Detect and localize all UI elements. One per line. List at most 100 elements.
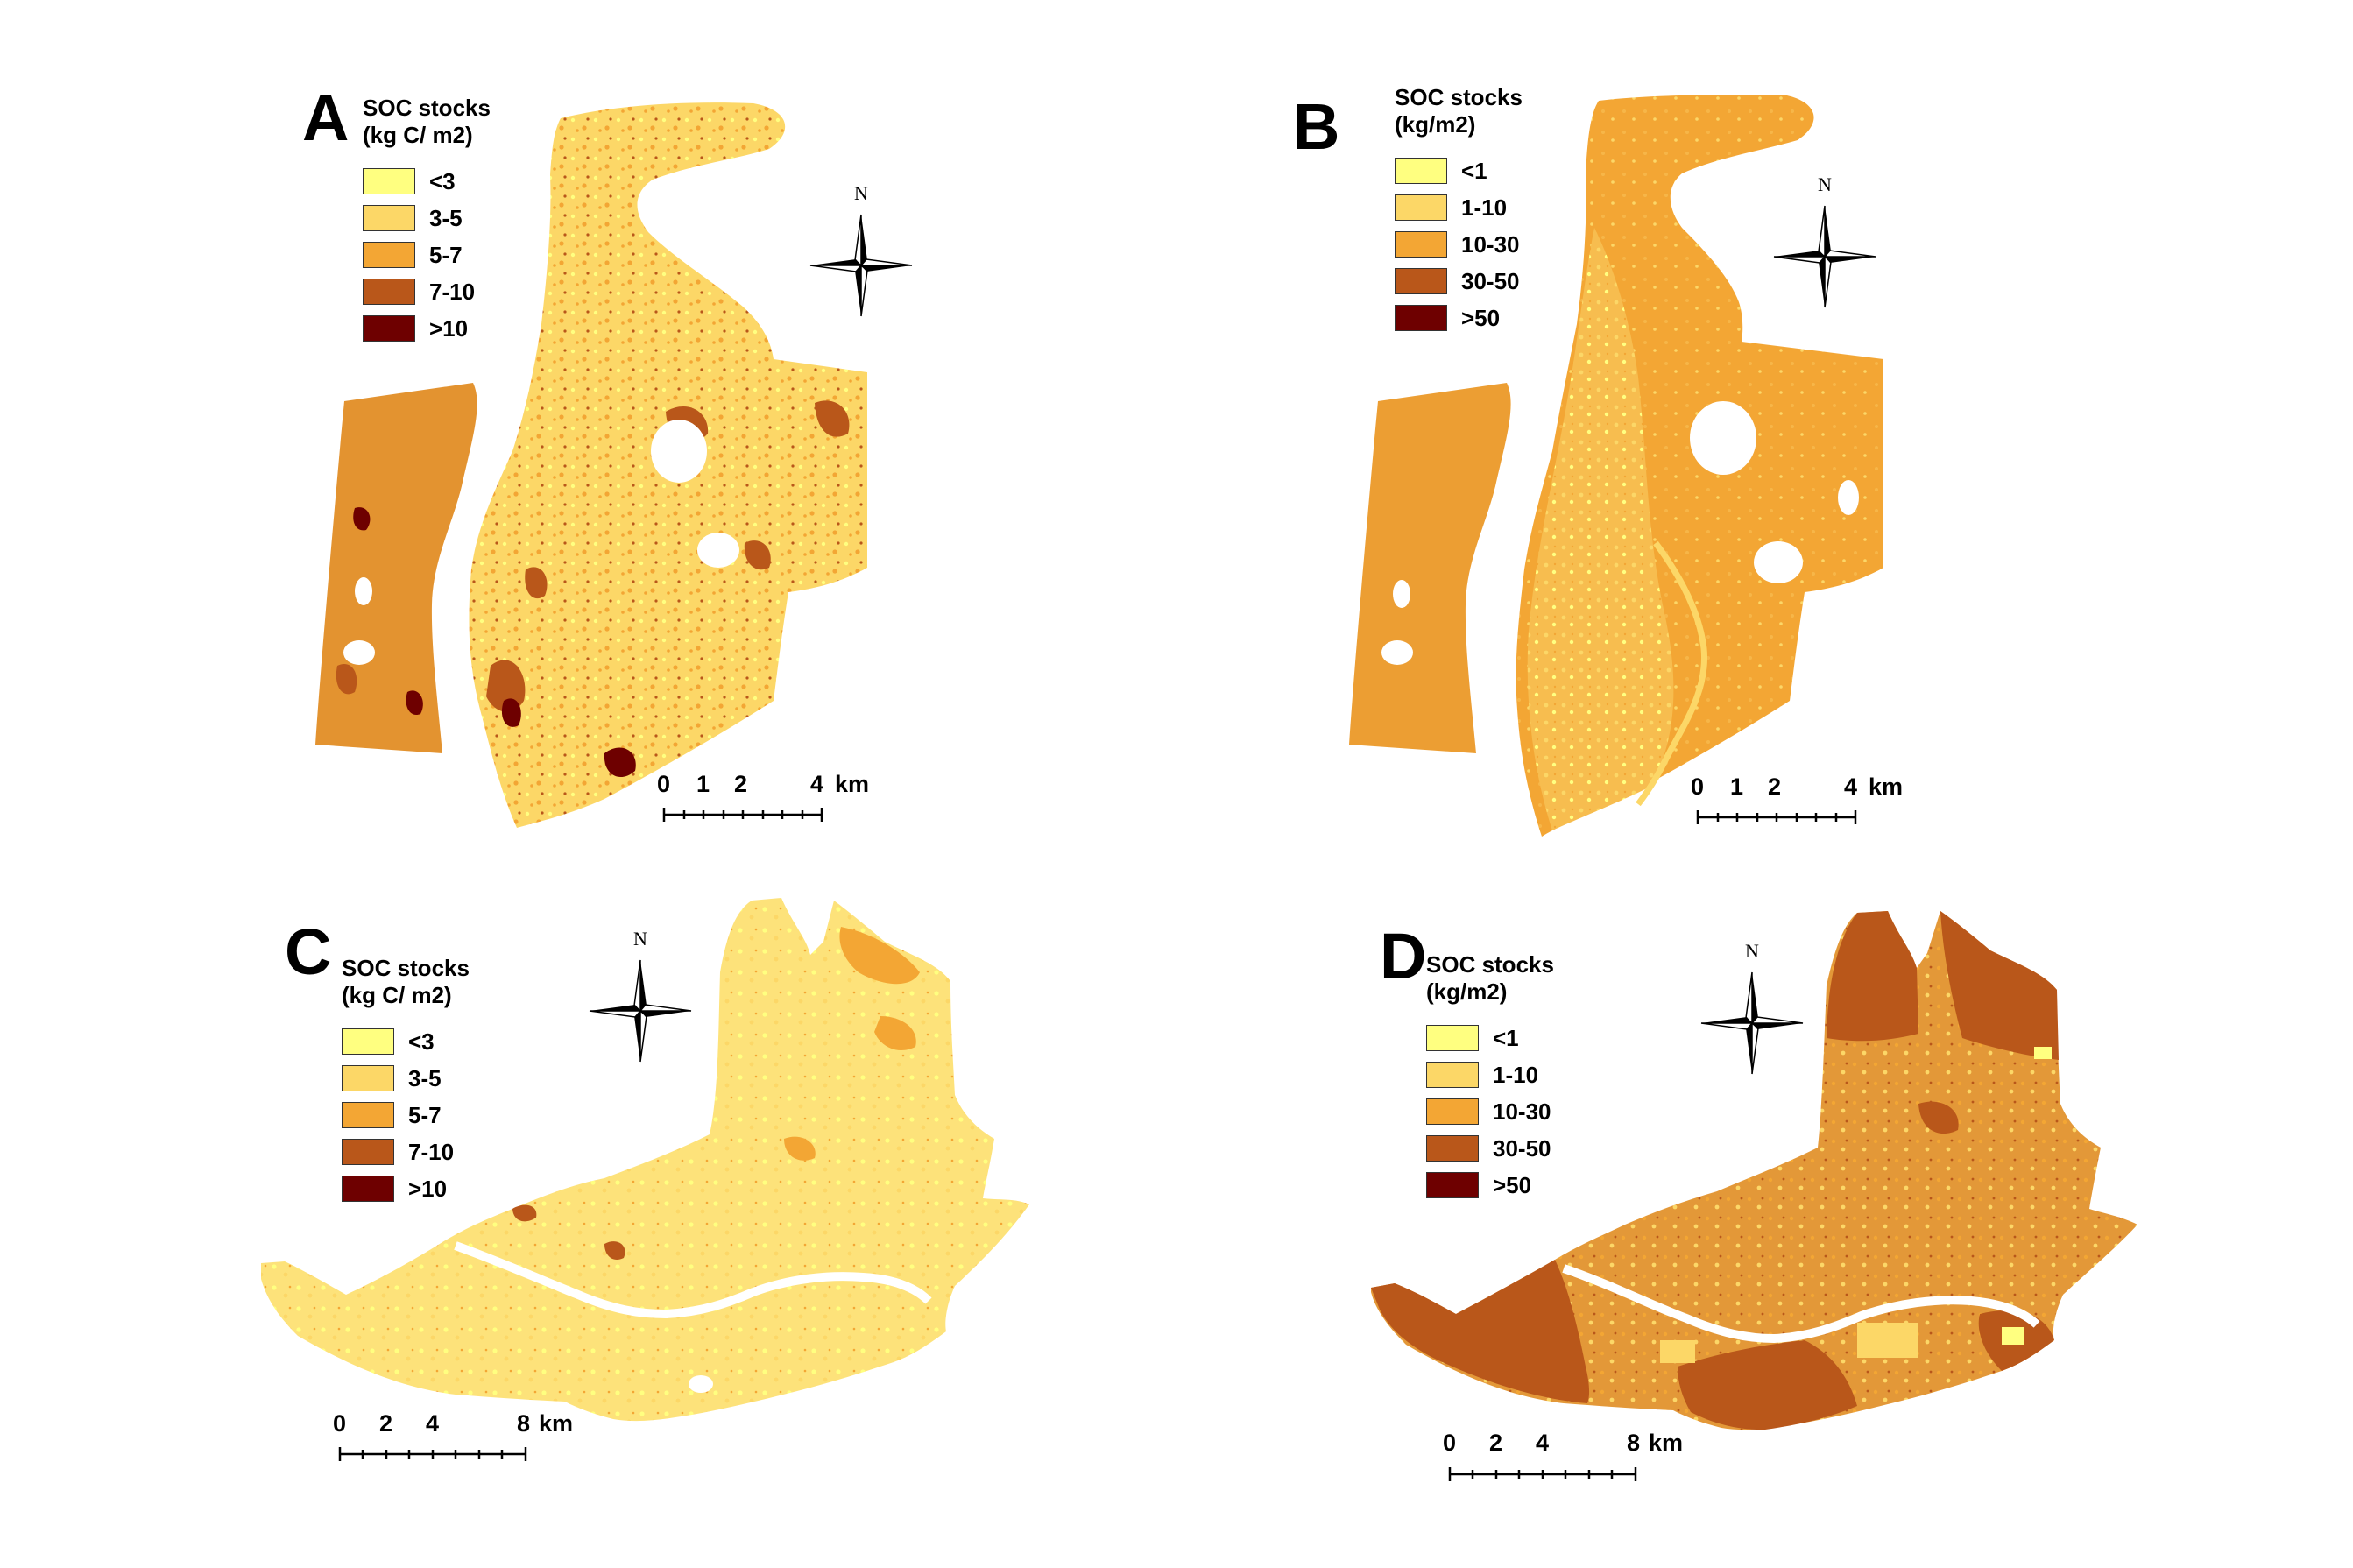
panel-label-b: B bbox=[1293, 90, 1340, 163]
legend-a-label: 3-5 bbox=[429, 204, 463, 231]
north-label-c: N bbox=[633, 928, 647, 950]
map-a-dark-patch bbox=[406, 690, 423, 716]
map-c-dark-patch bbox=[512, 1204, 537, 1222]
legend-a-title-line2: (kg C/ m2) bbox=[363, 122, 473, 148]
legend-a-label: 7-10 bbox=[429, 278, 476, 305]
map-b bbox=[1349, 95, 1883, 837]
map-b-west-district bbox=[1349, 383, 1511, 753]
legend-b-label: 1-10 bbox=[1461, 194, 1508, 221]
legend-b-item: <1 bbox=[1395, 152, 1523, 189]
map-d-yellow-block bbox=[1660, 1340, 1695, 1363]
legend-a-item: 3-5 bbox=[363, 200, 491, 237]
legend-a-item: 5-7 bbox=[363, 237, 491, 273]
map-a-lake bbox=[651, 420, 707, 483]
scale-b-tick: 4 bbox=[1844, 773, 1858, 800]
scale-a-tick: 4 bbox=[810, 771, 824, 797]
panel-label-c: C bbox=[285, 915, 332, 988]
map-b-lake bbox=[1838, 480, 1859, 515]
map-c-river bbox=[454, 1241, 932, 1319]
legend-a-label: 5-7 bbox=[429, 241, 463, 268]
legend-d-swatch bbox=[1426, 1098, 1479, 1125]
map-c-orange-patch bbox=[874, 1016, 916, 1050]
legend-d-swatch bbox=[1426, 1172, 1479, 1198]
map-b-river bbox=[1636, 540, 1708, 807]
scale-bar-c bbox=[338, 1447, 527, 1461]
scale-d-tick: 8 bbox=[1627, 1430, 1641, 1456]
legend-a-label: <3 bbox=[429, 167, 456, 194]
legend-d-swatch bbox=[1426, 1062, 1479, 1088]
panel-label-a: A bbox=[302, 81, 350, 154]
panel-label-d: D bbox=[1380, 920, 1427, 992]
legend-d-label: 30-50 bbox=[1493, 1134, 1551, 1162]
map-d-brown-zone bbox=[1371, 1260, 1590, 1403]
map-a-lake bbox=[343, 640, 375, 665]
north-arrow-b bbox=[1773, 205, 1876, 308]
legend-d-title-line1: SOC stocks bbox=[1426, 951, 1554, 978]
scale-d-tick: 4 bbox=[1536, 1430, 1550, 1456]
map-a-dark-patch bbox=[744, 540, 771, 570]
map-d-yellow-block bbox=[2034, 1047, 2052, 1059]
map-b-lake bbox=[1690, 401, 1756, 475]
legend-c-swatch bbox=[342, 1028, 394, 1055]
map-a-dark-patch bbox=[336, 664, 357, 695]
legend-a: SOC stocks (kg C/ m2) <3 3-5 5-7 7-10 >1… bbox=[363, 95, 491, 347]
legend-a-swatch bbox=[363, 242, 415, 268]
scale-c-tick: 2 bbox=[379, 1410, 393, 1437]
scale-b-tick: 1 bbox=[1730, 773, 1744, 800]
legend-a-item: <3 bbox=[363, 163, 491, 200]
legend-d-label: >50 bbox=[1493, 1171, 1532, 1198]
legend-d-label: <1 bbox=[1493, 1024, 1519, 1051]
map-a-dark-patch bbox=[353, 507, 371, 531]
map-a-dark-patch bbox=[501, 698, 521, 727]
north-arrow-a bbox=[809, 214, 913, 317]
legend-c-label: 5-7 bbox=[408, 1101, 442, 1128]
scale-d-unit: km bbox=[1649, 1430, 1684, 1456]
legend-b-item: 30-50 bbox=[1395, 263, 1523, 300]
legend-b-item: 10-30 bbox=[1395, 226, 1523, 263]
legend-c-swatch bbox=[342, 1176, 394, 1202]
north-label-b: N bbox=[1818, 173, 1832, 195]
legend-c-label: 7-10 bbox=[408, 1138, 455, 1165]
north-label-a: N bbox=[854, 182, 868, 204]
map-a bbox=[315, 102, 913, 828]
north-arrow-d bbox=[1700, 971, 1804, 1075]
legend-c-title-line1: SOC stocks bbox=[342, 955, 470, 981]
map-b-urban-core bbox=[1527, 228, 1674, 830]
legend-a-item: >10 bbox=[363, 310, 491, 347]
legend-c-swatch bbox=[342, 1139, 394, 1165]
legend-a-label: >10 bbox=[429, 314, 469, 342]
legend-b-label: >50 bbox=[1461, 304, 1501, 331]
map-c-city-area bbox=[261, 898, 1029, 1422]
legend-b-swatch bbox=[1395, 231, 1447, 258]
north-label-d: N bbox=[1745, 940, 1759, 962]
legend-d-item: <1 bbox=[1426, 1020, 1554, 1056]
legend-b-swatch bbox=[1395, 158, 1447, 184]
scale-d-tick: 0 bbox=[1443, 1430, 1457, 1456]
map-d-brown-zone bbox=[1827, 911, 1918, 1042]
north-arrow-c bbox=[589, 959, 692, 1063]
map-c-lake bbox=[689, 1375, 713, 1393]
legend-a-title-line1: SOC stocks bbox=[363, 95, 491, 121]
map-d-yellow-block bbox=[2002, 1327, 2024, 1345]
scale-c-tick: 0 bbox=[333, 1410, 347, 1437]
legend-a-swatch bbox=[363, 315, 415, 342]
scale-b-tick: 0 bbox=[1691, 773, 1705, 800]
legend-b-swatch bbox=[1395, 194, 1447, 221]
legend-d-item: 30-50 bbox=[1426, 1130, 1554, 1167]
map-a-dark-patch bbox=[815, 400, 850, 437]
legend-d: SOC stocks (kg/m2) <1 1-10 10-30 30-50 >… bbox=[1426, 951, 1554, 1204]
scale-b-unit: km bbox=[1869, 773, 1904, 800]
scale-c-tick: 8 bbox=[517, 1410, 531, 1437]
legend-c-label: <3 bbox=[408, 1028, 435, 1055]
legend-b-title-line2: (kg/m2) bbox=[1395, 111, 1476, 138]
legend-c: SOC stocks (kg C/ m2) <3 3-5 5-7 7-10 >1… bbox=[342, 955, 470, 1207]
legend-b-label: <1 bbox=[1461, 157, 1487, 184]
legend-b-label: 10-30 bbox=[1461, 230, 1520, 258]
scale-bar-b bbox=[1696, 810, 1857, 824]
legend-d-title-line2: (kg/m2) bbox=[1426, 978, 1508, 1005]
legend-a-swatch bbox=[363, 205, 415, 231]
legend-b-title-line1: SOC stocks bbox=[1395, 84, 1523, 110]
legend-b-item: >50 bbox=[1395, 300, 1523, 336]
map-a-dark-patch bbox=[604, 747, 636, 778]
